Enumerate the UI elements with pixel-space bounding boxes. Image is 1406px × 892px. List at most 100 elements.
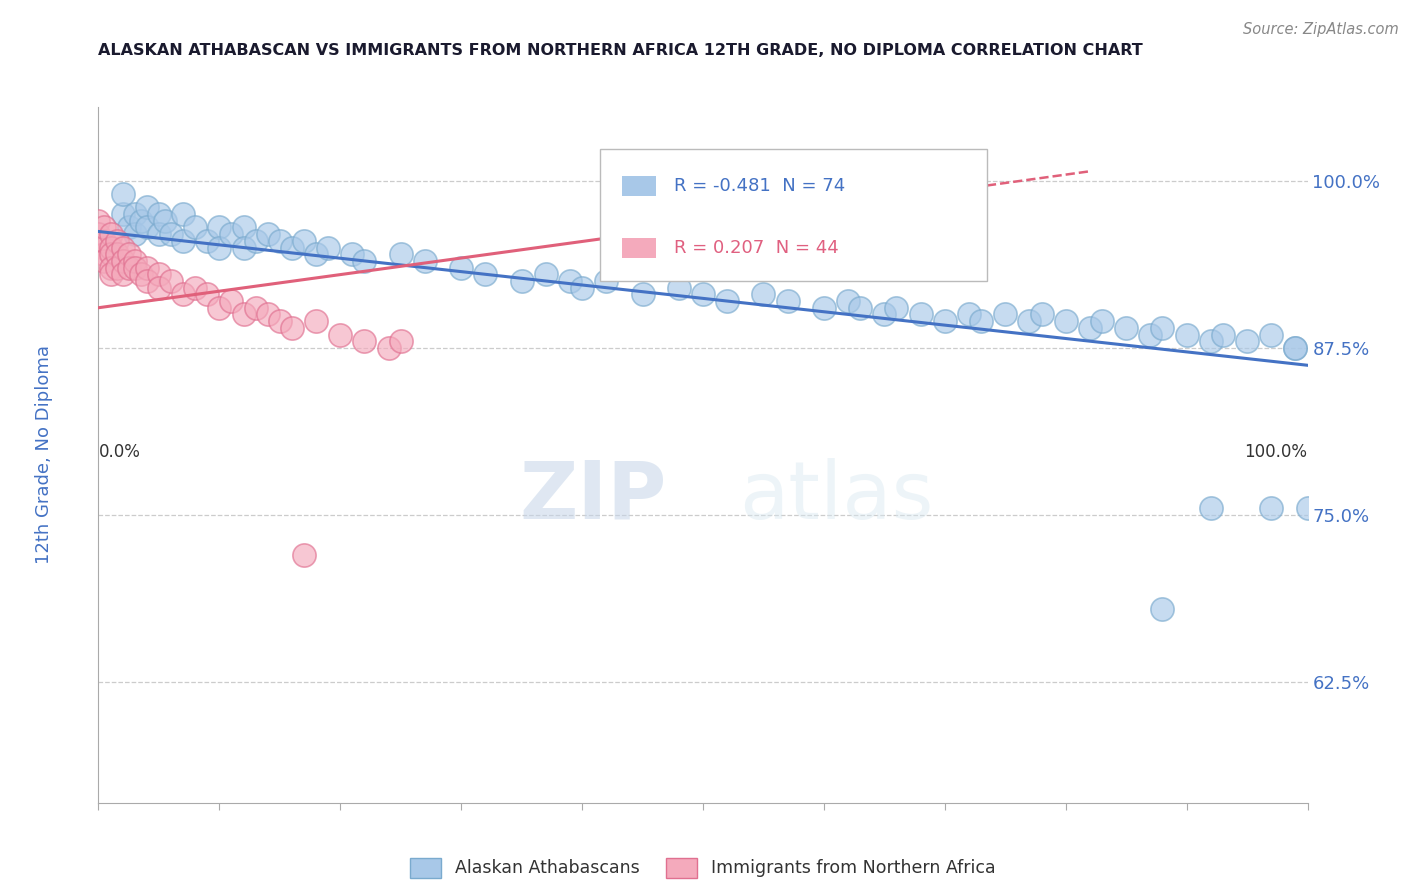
Point [118, 260, 141, 275]
Point [135, 274, 157, 288]
Point [413, 253, 436, 268]
Point [837, 293, 859, 308]
Legend: Alaskan Athabascans, Immigrants from Northern Africa: Alaskan Athabascans, Immigrants from Nor… [404, 851, 1002, 885]
Point [124, 227, 146, 241]
Point [1054, 314, 1077, 328]
Point [994, 307, 1017, 321]
Point [135, 200, 157, 214]
Point [245, 234, 267, 248]
Point [389, 247, 412, 261]
Point [873, 307, 896, 321]
Point [389, 334, 412, 348]
Point [111, 207, 134, 221]
Text: ZIP: ZIP [519, 458, 666, 536]
Point [595, 274, 617, 288]
Point [195, 234, 218, 248]
Point [100, 240, 122, 254]
Point [93, 234, 115, 248]
Point [221, 293, 243, 308]
Point [148, 267, 170, 281]
Point [1284, 341, 1306, 355]
Point [93, 247, 115, 261]
Point [111, 240, 134, 254]
Point [195, 287, 218, 301]
Point [692, 287, 714, 301]
Point [849, 301, 872, 315]
Point [1236, 334, 1258, 348]
Point [353, 334, 375, 348]
Point [934, 314, 956, 328]
Point [292, 548, 315, 562]
Text: 0.0%: 0.0% [98, 443, 141, 461]
Point [172, 287, 194, 301]
Point [245, 301, 267, 315]
Point [1018, 314, 1040, 328]
Point [474, 267, 496, 281]
Point [1139, 327, 1161, 342]
Point [111, 267, 134, 281]
Point [305, 247, 328, 261]
Point [510, 274, 533, 288]
Point [111, 186, 134, 201]
Point [256, 307, 278, 321]
Text: ALASKAN ATHABASCAN VS IMMIGRANTS FROM NORTHERN AFRICA 12TH GRADE, NO DIPLOMA COR: ALASKAN ATHABASCAN VS IMMIGRANTS FROM NO… [98, 43, 1143, 58]
Point [1031, 307, 1053, 321]
FancyBboxPatch shape [621, 176, 655, 195]
Point [100, 267, 122, 281]
Point [105, 234, 128, 248]
Point [118, 220, 141, 235]
Point [208, 220, 231, 235]
Point [281, 240, 304, 254]
Point [208, 240, 231, 254]
Text: Source: ZipAtlas.com: Source: ZipAtlas.com [1243, 22, 1399, 37]
Text: 12th Grade, No Diploma: 12th Grade, No Diploma [35, 345, 53, 565]
Point [377, 341, 399, 355]
Point [184, 280, 207, 294]
Point [1175, 327, 1198, 342]
Point [1091, 314, 1114, 328]
Point [1284, 341, 1306, 355]
Point [232, 307, 254, 321]
Point [776, 293, 799, 308]
Point [124, 253, 146, 268]
Point [148, 280, 170, 294]
Point [148, 227, 170, 241]
Point [631, 287, 654, 301]
Point [342, 247, 364, 261]
Point [111, 253, 134, 268]
Point [221, 227, 243, 241]
Point [135, 260, 157, 275]
Point [1152, 601, 1174, 615]
Point [93, 240, 115, 254]
Point [100, 247, 122, 261]
Point [87, 213, 110, 227]
Text: R = 0.207  N = 44: R = 0.207 N = 44 [673, 239, 839, 257]
Point [172, 234, 194, 248]
Point [1212, 327, 1234, 342]
Point [232, 240, 254, 254]
Point [1199, 501, 1222, 516]
Point [534, 267, 557, 281]
Point [160, 227, 183, 241]
Point [353, 253, 375, 268]
Point [316, 240, 339, 254]
Point [124, 260, 146, 275]
Point [100, 260, 122, 275]
Point [1115, 320, 1137, 334]
Point [105, 247, 128, 261]
Point [329, 327, 352, 342]
Point [87, 227, 110, 241]
Point [124, 207, 146, 221]
Point [1152, 320, 1174, 334]
Point [450, 260, 472, 275]
Text: R = -0.481  N = 74: R = -0.481 N = 74 [673, 177, 845, 194]
Point [668, 280, 690, 294]
FancyBboxPatch shape [621, 238, 655, 258]
Point [886, 301, 908, 315]
Point [118, 247, 141, 261]
Point [305, 314, 328, 328]
Point [208, 301, 231, 315]
Point [716, 293, 738, 308]
Point [135, 220, 157, 235]
Point [172, 207, 194, 221]
